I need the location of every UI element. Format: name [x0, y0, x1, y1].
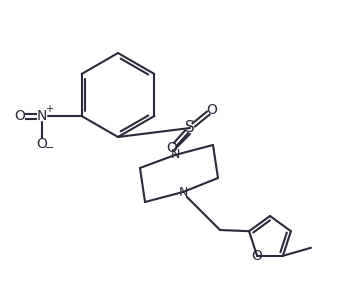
Text: N: N — [170, 149, 180, 162]
Text: O: O — [167, 141, 177, 155]
Text: N: N — [178, 186, 188, 199]
Text: S: S — [185, 120, 195, 135]
Text: +: + — [45, 104, 53, 114]
Text: O: O — [252, 249, 263, 263]
Text: N: N — [37, 109, 47, 123]
Text: O: O — [207, 103, 217, 117]
Text: O: O — [14, 109, 25, 123]
Text: O: O — [36, 137, 47, 151]
Text: −: − — [45, 143, 54, 153]
